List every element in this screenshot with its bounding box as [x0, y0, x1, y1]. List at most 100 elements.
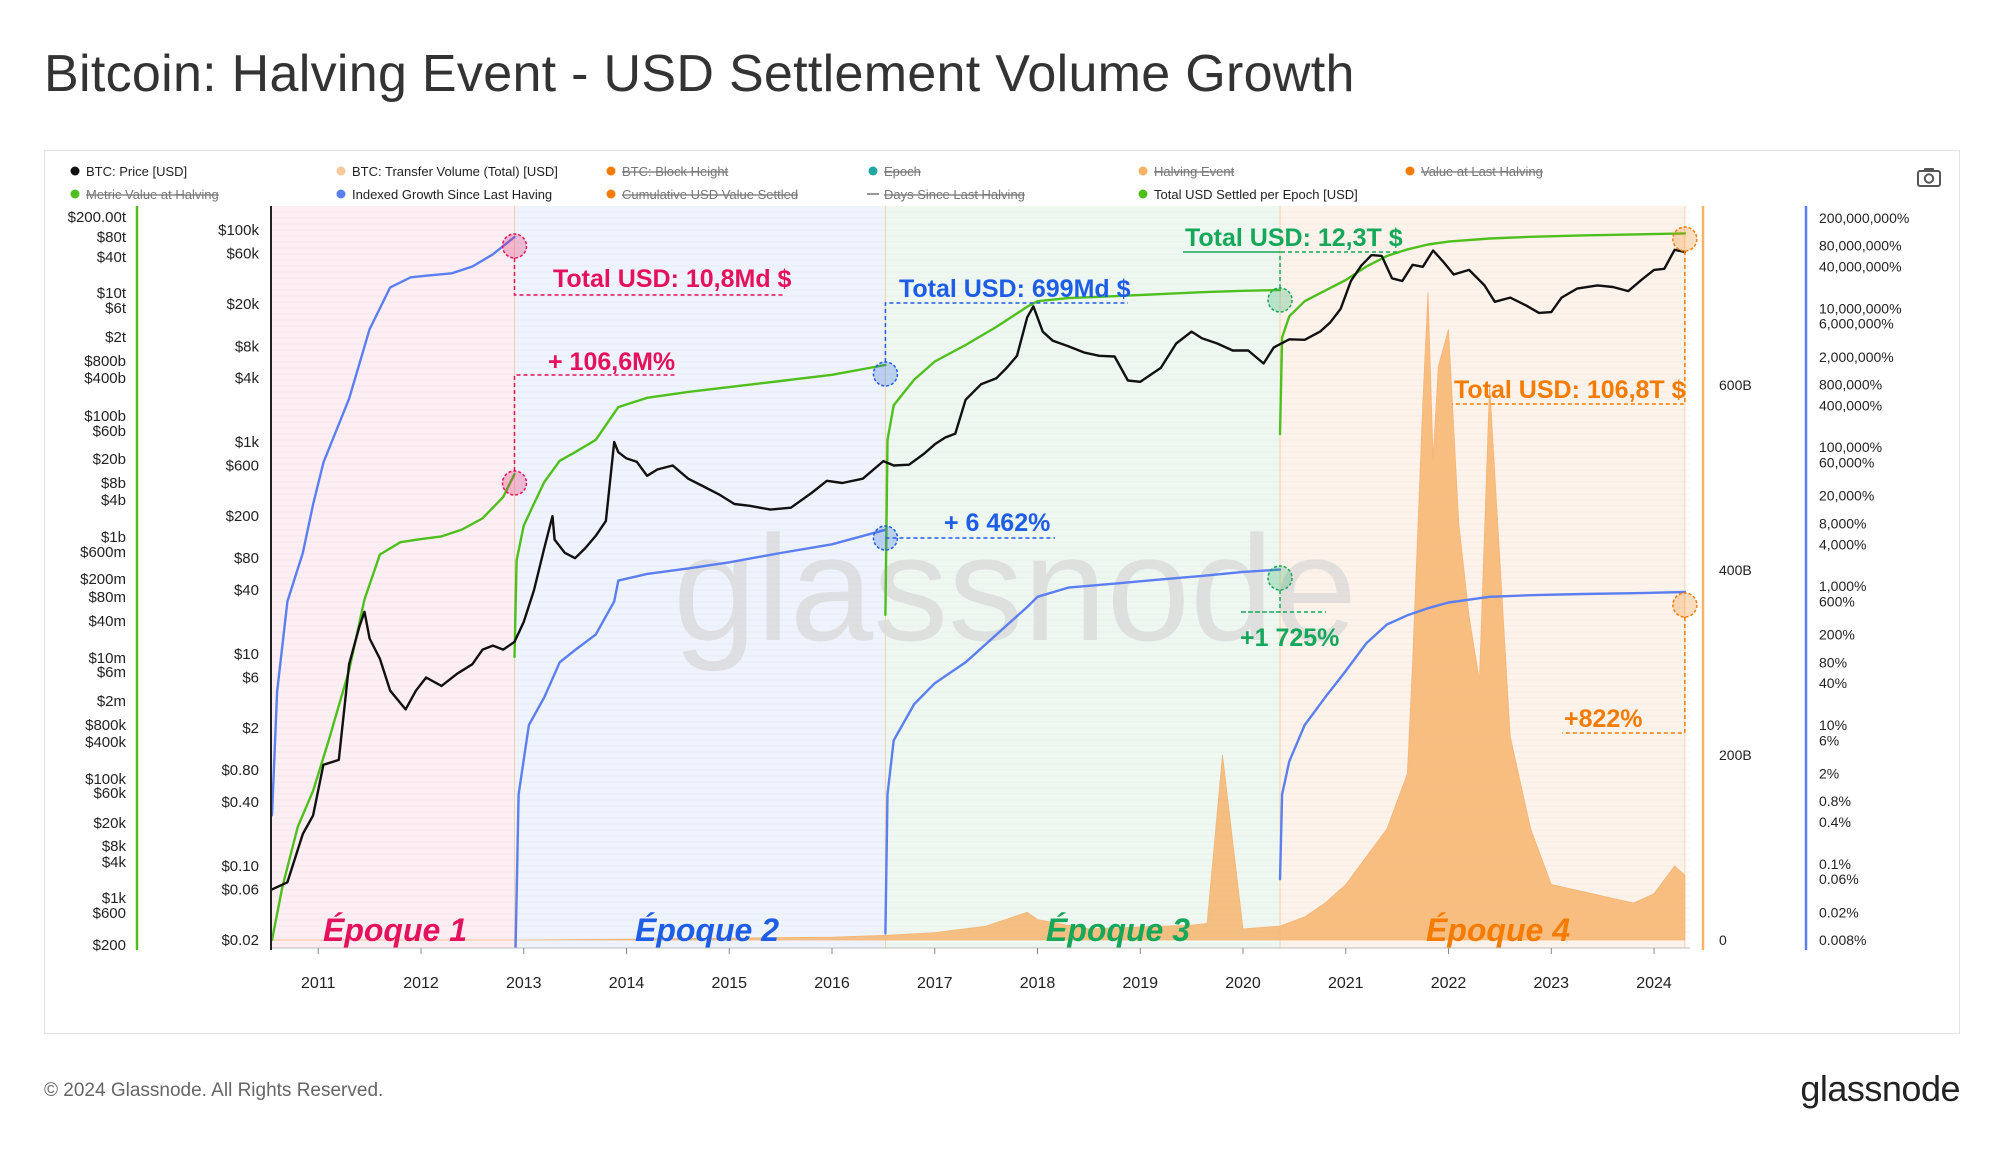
y-tick-price: $0.40 [221, 794, 259, 811]
y-tick-price: $80 [234, 550, 259, 567]
camera-icon[interactable] [1916, 166, 1942, 188]
x-tick-label: 2019 [1122, 975, 1158, 992]
legend-item-label: Halving Event [1154, 164, 1235, 179]
indexed-growth-line-epoch1 [272, 235, 516, 817]
annotation-circle-total-epoch-3 [1267, 287, 1293, 313]
y-tick-growth: 10% [1819, 717, 1847, 733]
y-tick-volume: 400B [1719, 562, 1752, 578]
y-tick-growth: 40% [1819, 675, 1847, 691]
x-tick-label: 2022 [1431, 975, 1467, 992]
y-tick-growth: 0.06% [1819, 871, 1859, 887]
y-tick-price: $4k [235, 370, 260, 387]
y-tick-total-usd: $80m [88, 589, 126, 606]
y-tick-total-usd: $600 [93, 905, 126, 922]
x-tick-label: 2012 [403, 975, 439, 992]
y-tick-total-usd: $10m [88, 650, 126, 667]
y-tick-growth: 10,000,000% [1819, 300, 1902, 316]
y-tick-growth: 2,000,000% [1819, 349, 1894, 365]
legend-item-label: Total USD Settled per Epoch [USD] [1154, 187, 1358, 202]
y-tick-growth: 6% [1819, 732, 1839, 748]
annotation-circle-total-epoch-4 [1672, 226, 1698, 252]
y-tick-price: $6 [242, 669, 259, 686]
y-tick-growth: 0.008% [1819, 932, 1866, 948]
legend-marker [70, 189, 80, 199]
y-tick-growth: 0.1% [1819, 856, 1851, 872]
annotation-circle-total-epoch-1 [501, 470, 528, 496]
legend-marker [1138, 166, 1148, 176]
annotation-leader-growth-epoch-3 [1240, 590, 1326, 613]
y-tick-price: $8k [235, 338, 260, 355]
y-tick-price: $60k [226, 246, 259, 263]
y-tick-total-usd: $10t [97, 285, 127, 302]
y-tick-growth: 20,000% [1819, 488, 1874, 504]
x-tick-label: 2016 [814, 975, 850, 992]
indexed-growth-line-epoch3 [884, 568, 1282, 935]
y-tick-total-usd: $1b [101, 529, 126, 546]
legend-marker [70, 166, 80, 176]
page-title: Bitcoin: Halving Event - USD Settlement … [44, 45, 1355, 103]
legend-item-label: Indexed Growth Since Last Having [352, 187, 552, 202]
y-tick-total-usd: $80t [97, 229, 127, 246]
epoch-1-label: Époque 1 [323, 912, 467, 948]
y-tick-total-usd: $4k [102, 854, 127, 871]
legend-marker [606, 166, 616, 176]
y-tick-total-usd: $2t [105, 329, 127, 346]
epoch-2-label: Époque 2 [635, 912, 779, 948]
y-tick-growth: 600% [1819, 593, 1855, 609]
y-tick-price: $0.10 [221, 858, 259, 875]
copyright-notice: © 2024 Glassnode. All Rights Reserved. [44, 1080, 384, 1101]
x-tick-label: 2020 [1225, 975, 1261, 992]
annotation-growth-epoch-3: +1 725% [1240, 624, 1339, 652]
indexed-growth-line-epoch2 [514, 528, 887, 948]
legend-marker [1138, 189, 1148, 199]
annotation-leader-total-epoch-4 [1452, 251, 1686, 405]
annotation-circle-growth-epoch-1 [501, 233, 528, 259]
y-tick-price: $0.80 [221, 762, 259, 779]
y-tick-growth: 60,000% [1819, 455, 1874, 471]
y-tick-total-usd: $600m [80, 544, 126, 561]
y-tick-volume: 0 [1719, 932, 1727, 948]
y-tick-growth: 0.8% [1819, 793, 1851, 809]
annotation-growth-epoch-4: +822% [1564, 705, 1643, 733]
legend-marker [336, 189, 346, 199]
annotation-circle-growth-epoch-4 [1672, 592, 1698, 618]
y-tick-total-usd: $200 [93, 937, 126, 954]
y-tick-growth: 0.4% [1819, 814, 1851, 830]
y-tick-growth: 200,000,000% [1819, 210, 1909, 226]
annotation-leader-total-epoch-3 [1183, 251, 1400, 288]
annotation-leader-total-epoch-1 [513, 258, 785, 296]
annotation-total-epoch-1: Total USD: 10,8Md $ [553, 265, 792, 293]
legend-item-label: BTC: Block Height [622, 164, 729, 179]
indexed-growth-line-epoch4 [1278, 590, 1687, 881]
epoch-2-background [514, 206, 886, 948]
y-tick-price: $200 [226, 508, 259, 525]
y-tick-growth: 2% [1819, 765, 1839, 781]
y-tick-price: $20k [226, 296, 259, 313]
y-tick-total-usd: $200.00t [68, 209, 127, 226]
legend-item-label: Epoch [884, 164, 921, 179]
legend-item-label: Cumulative USD Value Settled [622, 187, 798, 202]
y-tick-growth: 80,000,000% [1819, 238, 1902, 254]
x-tick-label: 2023 [1533, 975, 1569, 992]
y-tick-total-usd: $400k [85, 734, 126, 751]
y-tick-price: $40 [234, 582, 259, 599]
epoch-3-label: Époque 3 [1046, 912, 1190, 948]
transfer-volume-area [272, 292, 1686, 941]
total-usd-line-epoch4 [1278, 232, 1687, 436]
y-tick-total-usd: $100b [84, 408, 126, 425]
y-tick-volume: 600B [1719, 377, 1752, 393]
annotation-total-epoch-4: Total USD: 106,8T $ [1454, 376, 1686, 404]
legend-item-label: Metric Value at Halving [86, 187, 219, 202]
y-tick-growth: 8,000% [1819, 515, 1866, 531]
btc-price-line [272, 248, 1687, 891]
y-tick-total-usd: $2m [97, 693, 126, 710]
legend-item-label: Days Since Last Halving [884, 187, 1025, 202]
annotation-total-epoch-3: Total USD: 12,3T $ [1185, 224, 1403, 252]
y-tick-total-usd: $8b [101, 475, 126, 492]
y-tick-price: $2 [242, 720, 259, 737]
watermark: glassnode [673, 504, 1357, 672]
y-tick-growth: 800,000% [1819, 377, 1882, 393]
y-tick-growth: 200% [1819, 627, 1855, 643]
y-tick-total-usd: $40m [88, 613, 126, 630]
